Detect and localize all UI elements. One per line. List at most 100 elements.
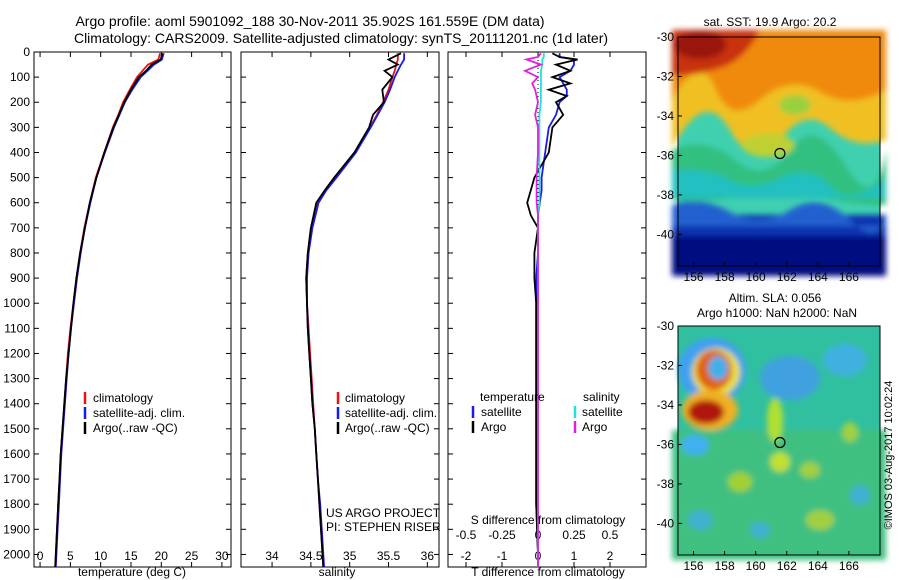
x-tick-label: 20 xyxy=(155,549,169,563)
legend-label-climatology: climatology xyxy=(345,391,405,405)
y-tick-label: 1000 xyxy=(3,296,30,310)
x-tick-label: 25 xyxy=(185,549,199,563)
map-x-tick-label: 162 xyxy=(777,270,797,284)
temperature-axes: 0 5 10 15 20 25 300100200300400500600700800900… xyxy=(3,45,231,567)
x-tick-label: 35.5 xyxy=(377,549,401,563)
y-tick-label: 1800 xyxy=(3,497,30,511)
y-tick-label: 200 xyxy=(10,95,30,109)
x-tick-label: 34.5 xyxy=(299,549,323,563)
y-tick-label: 400 xyxy=(10,145,30,159)
x-tick-label: 5 xyxy=(67,549,74,563)
map-y-tick-label: -40 xyxy=(657,516,675,530)
legend-title-salinity: salinity xyxy=(583,390,620,404)
map-y-tick-label: -32 xyxy=(657,69,675,83)
map-y-tick-label: -30 xyxy=(657,30,675,44)
difference-xlabel: T difference from climatology xyxy=(471,565,625,579)
map-x-tick-label: 158 xyxy=(715,559,735,573)
header-line-2: Climatology: CARS2009. Satellite-adjuste… xyxy=(74,30,608,46)
pi-credit: PI: STEPHEN RISER xyxy=(326,520,441,534)
map-x-tick-label: 156 xyxy=(684,270,704,284)
x-tick-label: -1 xyxy=(497,549,508,563)
temperature-plot-frame xyxy=(33,51,232,568)
y-tick-label: 1900 xyxy=(3,522,30,536)
y-tick-label: 300 xyxy=(10,120,30,134)
y-tick-label: 0 xyxy=(23,45,30,59)
salinity-plot-frame xyxy=(240,51,440,568)
salinity-axes: 34 34.5 35 35.5 36 xyxy=(241,51,439,567)
x-tick-label: 34 xyxy=(265,549,279,563)
map-x-tick-label: 160 xyxy=(746,559,766,573)
y-tick-label: 800 xyxy=(10,246,30,260)
s-tick-label: -0.5 xyxy=(456,528,477,542)
y-tick-label: 500 xyxy=(10,171,30,185)
map-y-tick-label: -36 xyxy=(657,437,675,451)
series-line-argo-raw-qc- xyxy=(54,53,164,567)
s-tick-label: 0.25 xyxy=(562,528,586,542)
y-tick-label: 1600 xyxy=(3,447,30,461)
x-tick-label: 30 xyxy=(215,549,229,563)
salinity-legend: climatology satellite-adj. clim. Argo(..… xyxy=(336,391,437,435)
legend-label-satellite: satellite-adj. clim. xyxy=(345,406,437,420)
y-tick-label: 1700 xyxy=(3,472,30,486)
x-tick-label: 1 xyxy=(571,549,578,563)
map-x-tick-label: 166 xyxy=(839,270,859,284)
map-x-tick-label: 166 xyxy=(839,559,859,573)
legend-label-argo: Argo(..raw -QC) xyxy=(345,421,430,435)
x-tick-label: 36 xyxy=(421,549,435,563)
map-y-tick-label: -30 xyxy=(657,319,675,333)
x-tick-label: 10 xyxy=(94,549,108,563)
x-tick-label: -2 xyxy=(461,549,472,563)
y-tick-label: 1400 xyxy=(3,397,30,411)
temperature-series xyxy=(54,53,165,567)
sst-map xyxy=(672,30,886,276)
map-y-tick-label: -36 xyxy=(657,148,675,162)
project-credit: US ARGO PROJECT xyxy=(326,506,441,520)
map-y-tick-label: -40 xyxy=(657,227,675,241)
y-tick-label: 100 xyxy=(10,70,30,84)
salinity-series xyxy=(305,52,406,567)
map-x-tick-label: 160 xyxy=(746,270,766,284)
sla-map xyxy=(672,325,886,560)
x-tick-label: 0 xyxy=(37,549,44,563)
series-line-argo-raw-qc- xyxy=(305,52,402,567)
x-tick-label: 35 xyxy=(343,549,357,563)
difference-plot-frame xyxy=(447,51,647,568)
y-tick-label: 700 xyxy=(10,221,30,235)
legend-label-climatology: climatology xyxy=(93,391,153,405)
temperature-legend: climatology satellite-adj. clim. Argo(..… xyxy=(83,391,185,435)
difference-top-xlabel: S difference from climatology xyxy=(471,513,626,527)
y-tick-label: 900 xyxy=(10,271,30,285)
series-line-salinity-argo xyxy=(522,52,544,567)
map-x-tick-label: 158 xyxy=(715,270,735,284)
legend-label-satellite: satellite-adj. clim. xyxy=(93,406,185,420)
y-tick-label: 1100 xyxy=(4,321,30,335)
sst-map-axes: 156 158 160 162 164 166 -30 -32 -34 -36 -38 -40 xyxy=(657,30,860,284)
y-tick-label: 2000 xyxy=(3,547,30,561)
temperature-xlabel: temperature (deg C) xyxy=(78,565,186,579)
map-x-tick-label: 164 xyxy=(808,270,828,284)
map-y-tick-label: -34 xyxy=(657,398,675,412)
y-tick-label: 1300 xyxy=(3,372,30,386)
sst-argo-location-marker xyxy=(774,147,786,160)
map-y-tick-label: -32 xyxy=(657,358,675,372)
legend-label-argo: Argo(..raw -QC) xyxy=(93,421,178,435)
legend-label-temperature-argo: Argo xyxy=(481,420,507,434)
map-y-tick-label: -34 xyxy=(657,109,675,123)
map-x-tick-label: 156 xyxy=(684,559,704,573)
y-tick-label: 600 xyxy=(10,196,30,210)
timestamp-stamp: ©IMOS 03-Aug-2017 10:02:24 xyxy=(883,381,895,530)
salinity-xlabel: salinity xyxy=(319,565,356,579)
y-tick-label: 1500 xyxy=(3,422,30,436)
y-tick-label: 1200 xyxy=(3,346,30,360)
legend-label-salinity-argo: Argo xyxy=(582,420,608,434)
map-y-tick-label: -38 xyxy=(657,477,675,491)
legend-label-salinity-satellite: satellite xyxy=(582,405,623,419)
difference-legend: temperature salinity satellite Argo sate… xyxy=(471,390,623,434)
x-tick-label: 2 xyxy=(607,549,614,563)
map-x-tick-label: 162 xyxy=(777,559,797,573)
sla-map-subtitle: Argo h1000: NaN h2000: NaN xyxy=(697,306,857,320)
map-y-tick-label: -38 xyxy=(657,188,675,202)
map-x-tick-label: 164 xyxy=(808,559,828,573)
